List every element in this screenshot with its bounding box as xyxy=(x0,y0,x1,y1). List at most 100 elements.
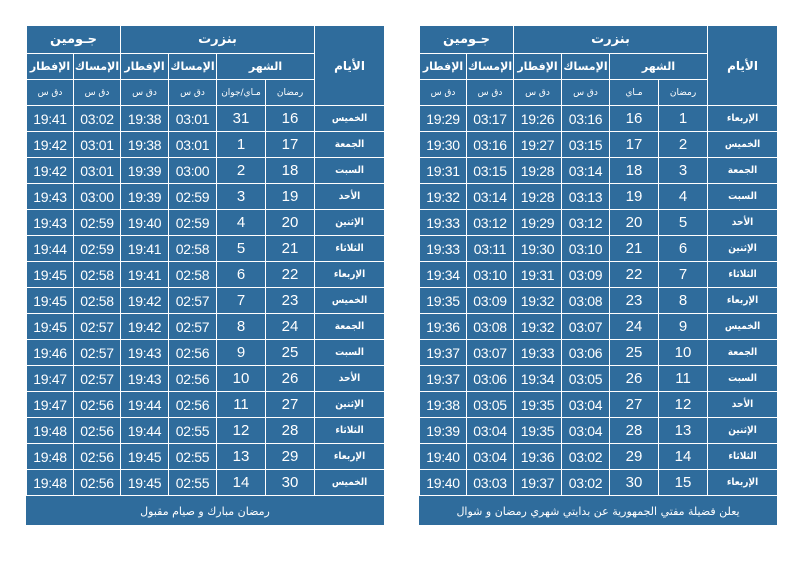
table-row: 19:42 03:01 19:39 03:00 2 18 السبت xyxy=(26,157,386,184)
bizerte-iftar-cell: 19:26 xyxy=(513,105,562,132)
ramadan-day-cell: 5 xyxy=(657,209,709,236)
gregorian-day-cell: 13 xyxy=(216,443,266,470)
gregorian-day-cell: 3 xyxy=(216,183,266,210)
djoumine-imsak-cell: 02:56 xyxy=(73,469,121,496)
bizerte-iftar-cell: 19:34 xyxy=(513,365,562,392)
ramadan-day-cell: 8 xyxy=(657,287,709,314)
gregorian-day-cell: 28 xyxy=(609,417,659,444)
gregorian-day-cell: 24 xyxy=(609,313,659,340)
table-row: 19:38 03:05 19:35 03:04 27 12 الأحد xyxy=(419,391,779,418)
timetable-panel-right: جـومين بنزرت الأيام الإفطار الإمساك الإف… xyxy=(419,25,779,525)
ramadan-day-cell: 4 xyxy=(657,183,709,210)
gregorian-day-cell: 7 xyxy=(216,287,266,314)
header-iftar: الإفطار xyxy=(26,53,74,80)
header-djoumine: جـومين xyxy=(419,25,514,54)
ramadan-day-cell: 21 xyxy=(264,235,316,262)
header-ramadan: رمضان xyxy=(657,79,709,106)
gregorian-day-cell: 8 xyxy=(216,313,266,340)
bizerte-iftar-cell: 19:38 xyxy=(120,131,169,158)
djoumine-imsak-cell: 03:04 xyxy=(466,417,514,444)
ramadan-day-cell: 14 xyxy=(657,443,709,470)
gregorian-day-cell: 21 xyxy=(609,235,659,262)
weekday-cell: الأحد xyxy=(314,365,386,392)
gregorian-day-cell: 25 xyxy=(609,339,659,366)
header-gregorian: مـاي xyxy=(609,79,659,106)
table-row: 19:36 03:08 19:32 03:07 24 9 الخميس xyxy=(419,313,779,340)
weekday-cell: الخميس xyxy=(314,469,386,496)
djoumine-iftar-cell: 19:43 xyxy=(26,209,74,236)
bizerte-imsak-cell: 03:00 xyxy=(168,157,217,184)
djoumine-imsak-cell: 02:59 xyxy=(73,235,121,262)
ramadan-day-cell: 19 xyxy=(264,183,316,210)
djoumine-iftar-cell: 19:48 xyxy=(26,469,74,496)
djoumine-imsak-cell: 02:57 xyxy=(73,365,121,392)
bizerte-iftar-cell: 19:33 xyxy=(513,339,562,366)
timetable-panel-left: جـومين بنزرت الأيام الإفطار الإمساك الإف… xyxy=(26,25,386,525)
table-row: 19:45 02:58 19:42 02:57 7 23 الخميس xyxy=(26,287,386,314)
table-row: 19:29 03:17 19:26 03:16 16 1 الإربعاء xyxy=(419,105,779,132)
bizerte-imsak-cell: 03:07 xyxy=(561,313,610,340)
bizerte-imsak-cell: 03:12 xyxy=(561,209,610,236)
table-row: 19:34 03:10 19:31 03:09 22 7 الثلاثاء xyxy=(419,261,779,288)
djoumine-imsak-cell: 03:04 xyxy=(466,443,514,470)
djoumine-imsak-cell: 03:16 xyxy=(466,131,514,158)
djoumine-imsak-cell: 02:59 xyxy=(73,209,121,236)
ramadan-day-cell: 22 xyxy=(264,261,316,288)
gregorian-day-cell: 5 xyxy=(216,235,266,262)
weekday-cell: الجمعة xyxy=(707,157,779,184)
ramadan-day-cell: 29 xyxy=(264,443,316,470)
header-time-unit: دق س xyxy=(26,79,74,106)
bizerte-iftar-cell: 19:41 xyxy=(120,235,169,262)
ramadan-day-cell: 9 xyxy=(657,313,709,340)
header-time-unit: دق س xyxy=(513,79,562,106)
table-row: 19:47 02:56 19:44 02:56 11 27 الإثنين xyxy=(26,391,386,418)
header-days: الأيام xyxy=(314,25,386,106)
header-imsak: الإمساك xyxy=(168,53,217,80)
bizerte-imsak-cell: 03:02 xyxy=(561,443,610,470)
weekday-cell: السبت xyxy=(314,339,386,366)
bizerte-iftar-cell: 19:43 xyxy=(120,339,169,366)
weekday-cell: الجمعة xyxy=(707,339,779,366)
ramadan-day-cell: 15 xyxy=(657,469,709,496)
header-time-unit: دق س xyxy=(466,79,514,106)
djoumine-iftar-cell: 19:40 xyxy=(419,443,467,470)
header-time-unit: دق س xyxy=(120,79,169,106)
djoumine-iftar-cell: 19:38 xyxy=(419,391,467,418)
djoumine-iftar-cell: 19:37 xyxy=(419,365,467,392)
ramadan-day-cell: 6 xyxy=(657,235,709,262)
bizerte-iftar-cell: 19:38 xyxy=(120,105,169,132)
bizerte-iftar-cell: 19:30 xyxy=(513,235,562,262)
bizerte-imsak-cell: 02:56 xyxy=(168,339,217,366)
table-row: 19:42 03:01 19:38 03:01 1 17 الجمعة xyxy=(26,131,386,158)
table-row: 19:44 02:59 19:41 02:58 5 21 الثلاثاء xyxy=(26,235,386,262)
bizerte-imsak-cell: 02:55 xyxy=(168,417,217,444)
table-row: 19:30 03:16 19:27 03:15 17 2 الخميس xyxy=(419,131,779,158)
djoumine-iftar-cell: 19:45 xyxy=(26,313,74,340)
ramadan-day-cell: 28 xyxy=(264,417,316,444)
djoumine-iftar-cell: 19:45 xyxy=(26,287,74,314)
djoumine-imsak-cell: 03:02 xyxy=(73,105,121,132)
table-row: 19:43 03:00 19:39 02:59 3 19 الأحد xyxy=(26,183,386,210)
djoumine-iftar-cell: 19:40 xyxy=(419,469,467,496)
ramadan-day-cell: 12 xyxy=(657,391,709,418)
bizerte-imsak-cell: 02:57 xyxy=(168,313,217,340)
bizerte-iftar-cell: 19:45 xyxy=(120,443,169,470)
djoumine-iftar-cell: 19:31 xyxy=(419,157,467,184)
bizerte-iftar-cell: 19:44 xyxy=(120,391,169,418)
weekday-cell: الثلاثاء xyxy=(707,261,779,288)
header-imsak: الإمساك xyxy=(466,53,514,80)
header-month: الشهر xyxy=(608,53,709,80)
weekday-cell: الإثنين xyxy=(707,417,779,444)
header-imsak: الإمساك xyxy=(73,53,121,80)
table-row: 19:46 02:57 19:43 02:56 9 25 السبت xyxy=(26,339,386,366)
gregorian-day-cell: 4 xyxy=(216,209,266,236)
djoumine-iftar-cell: 19:34 xyxy=(419,261,467,288)
ramadan-day-cell: 20 xyxy=(264,209,316,236)
djoumine-imsak-cell: 02:57 xyxy=(73,339,121,366)
djoumine-imsak-cell: 02:56 xyxy=(73,417,121,444)
header-djoumine: جـومين xyxy=(26,25,121,54)
weekday-cell: الجمعة xyxy=(314,131,386,158)
gregorian-day-cell: 2 xyxy=(216,157,266,184)
table-row: 19:43 02:59 19:40 02:59 4 20 الإثنين xyxy=(26,209,386,236)
bizerte-imsak-cell: 02:56 xyxy=(168,391,217,418)
